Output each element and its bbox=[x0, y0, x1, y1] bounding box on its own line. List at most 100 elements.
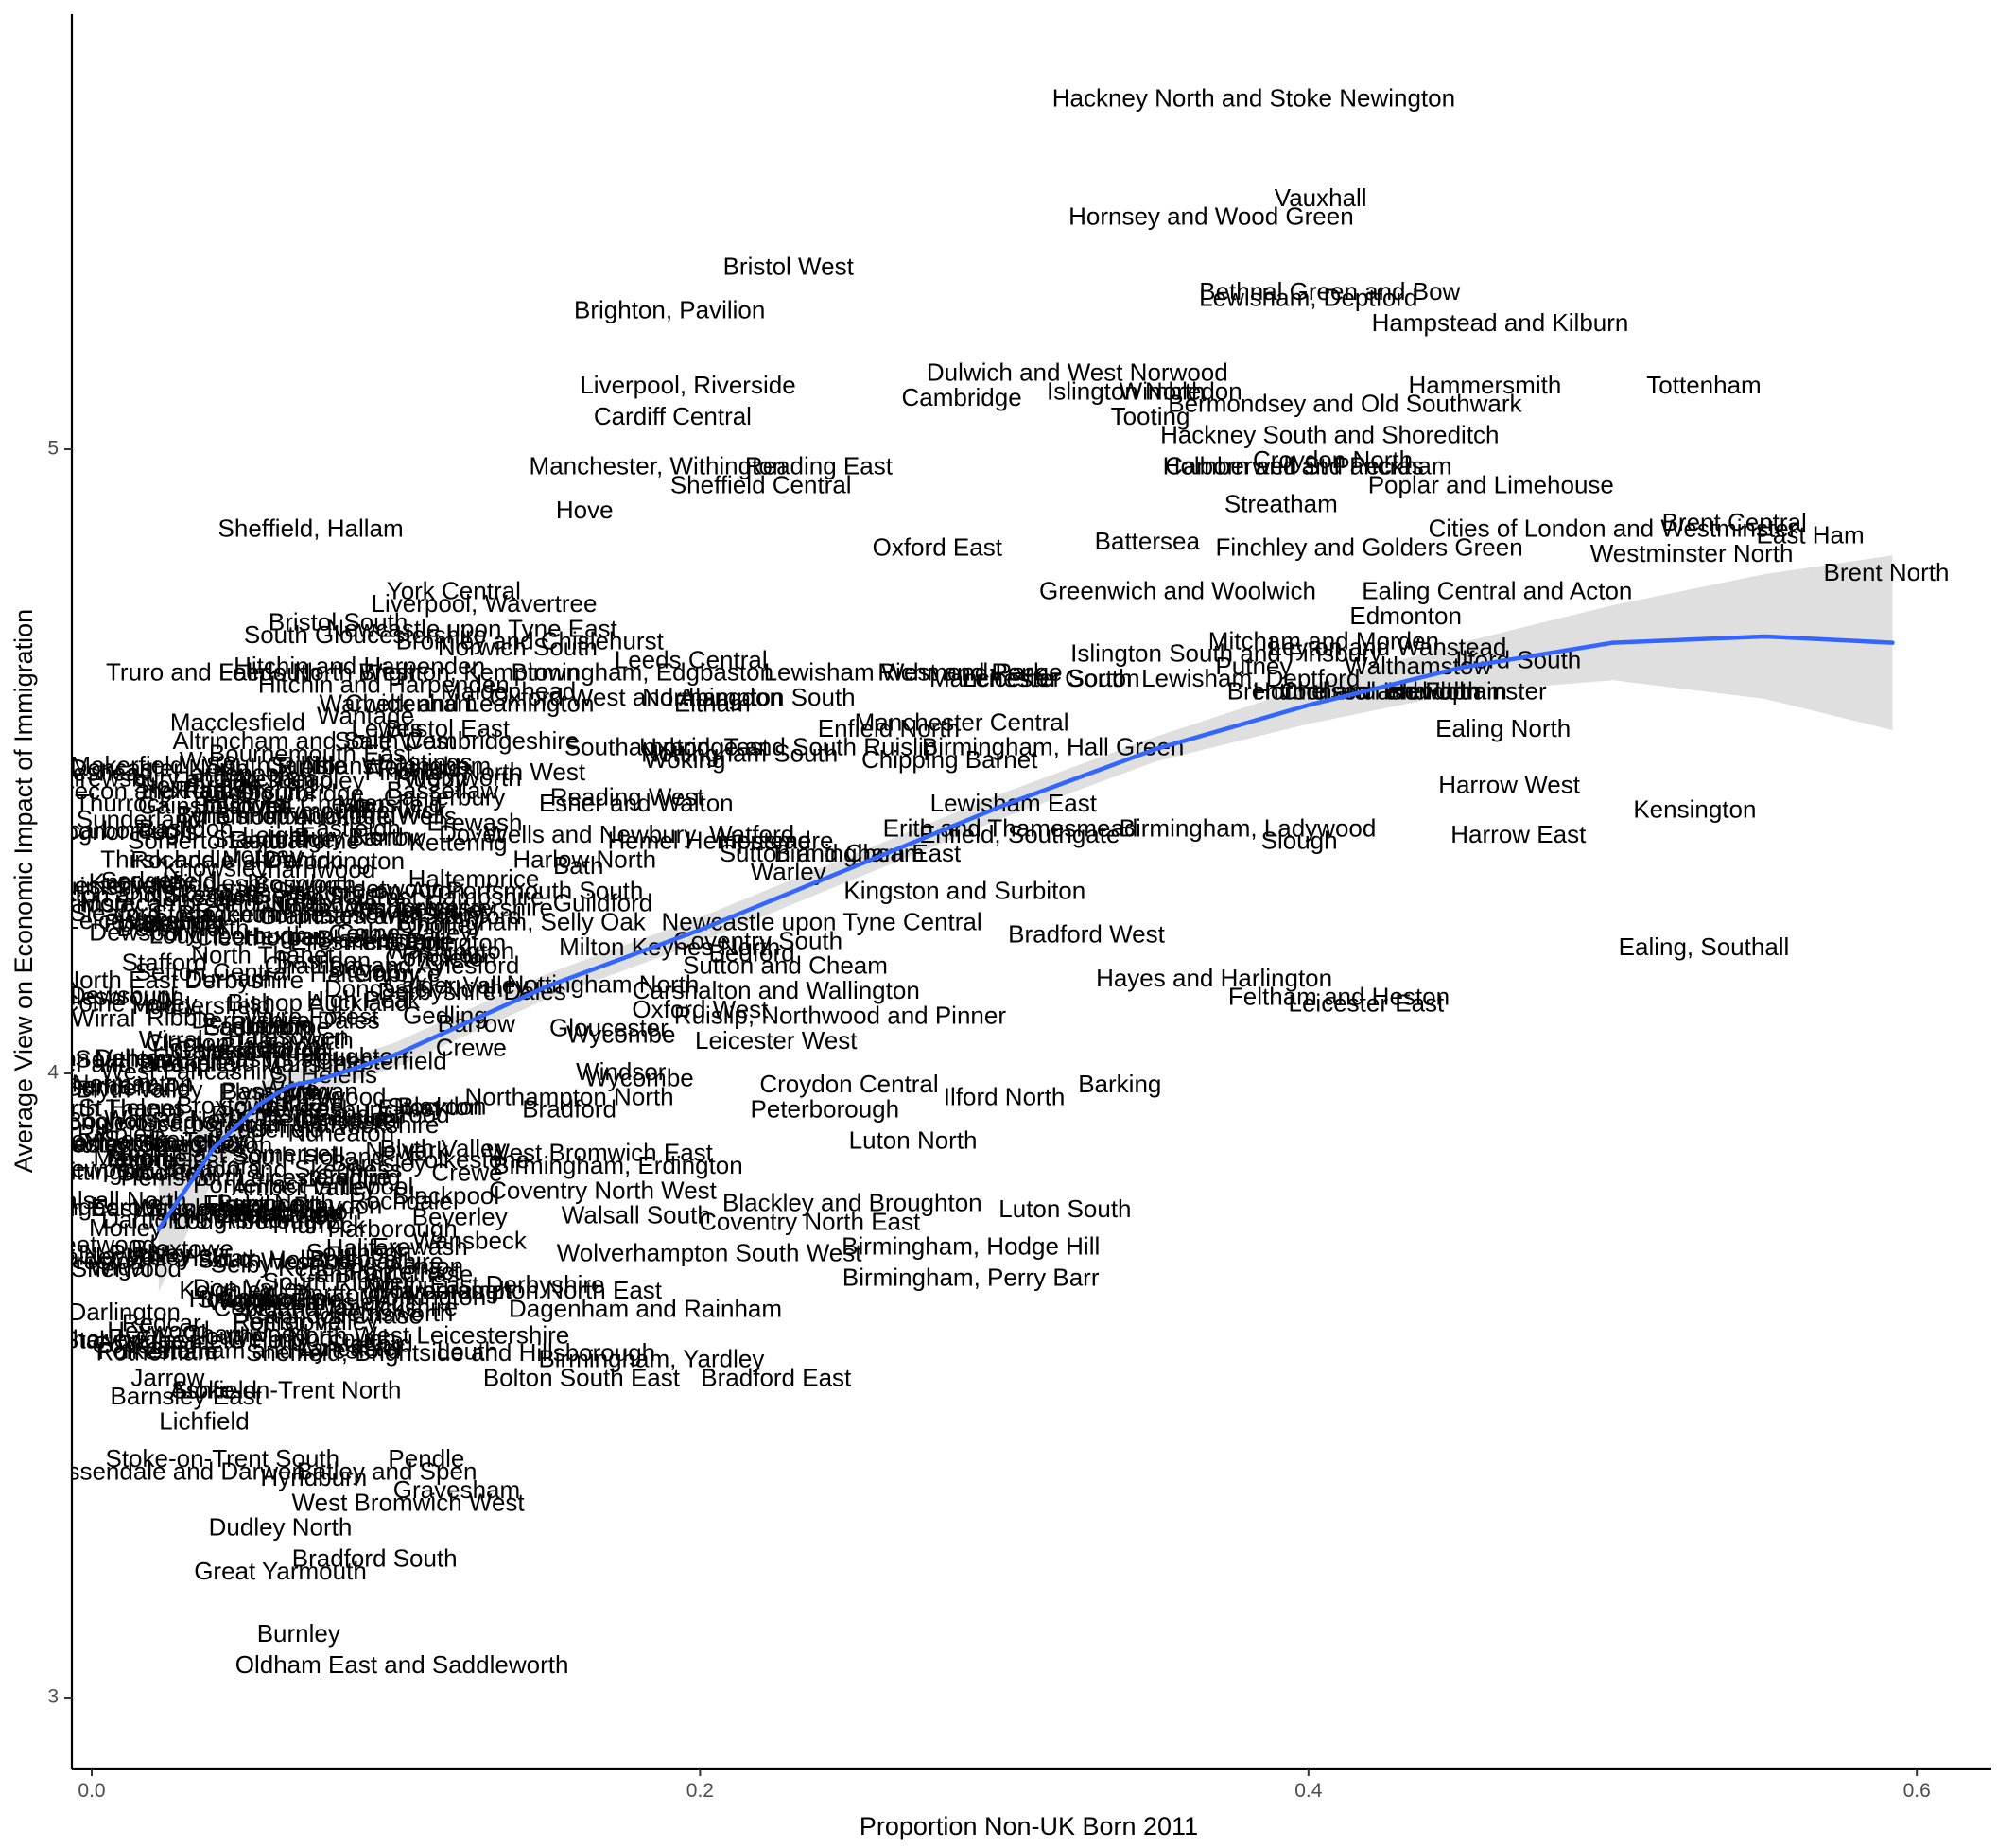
point-label: Wansbeck bbox=[412, 1226, 527, 1254]
point-label: Camberwell and Peckham bbox=[1165, 452, 1451, 480]
point-label: Kingston and Surbiton bbox=[843, 876, 1085, 904]
point-label: Stalybridge bbox=[62, 1326, 185, 1354]
point-label: Harrow East bbox=[1450, 820, 1587, 848]
point-label: Bristol East bbox=[386, 714, 511, 742]
point-label: Dewsbury bbox=[68, 981, 178, 1009]
point-label: Windsor bbox=[576, 1057, 667, 1086]
point-label: Derbyshire Dales bbox=[191, 1005, 379, 1034]
point-label: North Warwickshire bbox=[246, 1293, 458, 1321]
point-label: Telford bbox=[103, 1145, 177, 1174]
dense-cluster-labels: Derbyshire Dales North East Somerset Wyre … bbox=[33, 746, 604, 1367]
point-label: Harborough bbox=[383, 1276, 512, 1304]
point-label: Harrow West bbox=[1438, 770, 1581, 798]
point-label: Manchester Central bbox=[855, 707, 1069, 736]
point-label: South Cambridgeshire bbox=[335, 726, 580, 755]
point-label: Erewash bbox=[373, 1232, 468, 1261]
point-label: Harborough bbox=[327, 1214, 457, 1243]
point-label: Mansfield bbox=[338, 790, 443, 818]
point-label: Thirsk and Malton bbox=[100, 845, 296, 873]
point-label: Blyth Valley bbox=[380, 1134, 507, 1162]
point-label: Ashfield bbox=[169, 1375, 257, 1403]
point-label: Putney bbox=[1215, 652, 1292, 680]
point-label: Stoke-on-Trent North bbox=[171, 1375, 401, 1403]
point-label: Islington South and Finsbury bbox=[1070, 639, 1382, 668]
point-label: Blackburn bbox=[179, 899, 288, 928]
point-label: Chelsea and Fulham bbox=[1280, 676, 1507, 705]
point-label: Cannock Chase bbox=[248, 1300, 423, 1329]
point-label: Ilford North bbox=[944, 1082, 1066, 1110]
point-label: Chatham and Aylesford bbox=[146, 1336, 401, 1365]
point-label: Pendle bbox=[388, 1444, 464, 1473]
point-label: Derby South bbox=[253, 880, 391, 909]
point-label: Calder Valley bbox=[47, 1243, 192, 1271]
point-label: Mole Valley bbox=[212, 882, 337, 911]
point-label: Birmingham, Edgbaston bbox=[512, 657, 773, 686]
point-label: Hull bbox=[373, 1288, 416, 1316]
point-label: Bedford bbox=[709, 938, 795, 967]
point-label: Wokingham bbox=[361, 751, 491, 779]
point-label: Boston and Skegness bbox=[33, 880, 272, 908]
point-label: Gravesham bbox=[393, 1475, 520, 1504]
point-label: Chorley bbox=[398, 910, 483, 938]
point-label: Fleetwood bbox=[43, 1229, 156, 1258]
point-label: Croydon North bbox=[1253, 445, 1413, 474]
point-label: Leeds Central bbox=[615, 645, 768, 673]
point-label: Brecon and Radnorshire bbox=[50, 776, 317, 805]
smooth-trend-line bbox=[156, 634, 1895, 1232]
point-label: Charnwood bbox=[250, 855, 375, 883]
point-label: Wyre bbox=[180, 746, 236, 775]
point-label: Hayes and Harlington bbox=[1096, 964, 1332, 992]
point-label: Keighley bbox=[179, 1276, 273, 1304]
point-label: Sleaford bbox=[70, 898, 162, 927]
point-label: Bristol South bbox=[269, 608, 408, 636]
point-label: Brighton, Kemptown bbox=[358, 657, 580, 686]
point-label: Barnsley bbox=[331, 1148, 426, 1177]
point-label: Bournemouth East bbox=[209, 739, 413, 767]
point-label: Kettering bbox=[409, 828, 508, 856]
point-label: Uxbridge and South Ruislip bbox=[639, 733, 937, 761]
x-axis-title: Proportion Non-UK Born 2011 bbox=[860, 1812, 1198, 1840]
point-label: Cambridge bbox=[902, 383, 1022, 411]
point-label: Heywood bbox=[284, 1082, 386, 1110]
point-label: Eastleigh bbox=[300, 813, 401, 842]
y-tick-label: 4 bbox=[47, 1062, 59, 1084]
point-label: Southport bbox=[306, 1238, 414, 1266]
point-label: Sefton Central bbox=[135, 957, 292, 985]
point-label: Carlisle bbox=[302, 1103, 384, 1131]
point-label: Shipley bbox=[284, 766, 364, 794]
point-label: Carshalton and Wallington bbox=[633, 976, 920, 1004]
point-label: Tamworth bbox=[151, 875, 258, 903]
point-label: Clacton bbox=[189, 1130, 272, 1159]
point-label: Blyth Valley bbox=[77, 1074, 203, 1103]
point-label: Normanton bbox=[56, 1127, 178, 1156]
point-label: Cleethorpes bbox=[195, 922, 327, 950]
point-label: Guildford bbox=[553, 889, 653, 917]
point-label: Redcar bbox=[122, 1308, 201, 1336]
point-label: Hastings bbox=[376, 748, 472, 776]
point-label: Nuneaton bbox=[146, 883, 252, 912]
point-label: Southampton, Test bbox=[564, 733, 770, 761]
point-label: Easington bbox=[202, 1012, 312, 1040]
point-label: Knowsley bbox=[163, 854, 268, 882]
point-label: Birmingham, Ladywood bbox=[1120, 813, 1377, 842]
point-label: St Helens bbox=[78, 1093, 185, 1122]
point-label: Blackpool bbox=[220, 1032, 327, 1060]
point-label: Nottingham North bbox=[507, 969, 700, 998]
point-label: Wakefield bbox=[148, 1049, 255, 1077]
point-label: Hartlepool bbox=[302, 1172, 414, 1200]
point-label: Bolsover bbox=[193, 791, 288, 819]
point-label: Washington bbox=[386, 936, 514, 965]
point-label: West Lancashire bbox=[100, 1057, 283, 1086]
point-label: Selby bbox=[212, 777, 273, 806]
point-label: Lancaster bbox=[296, 1106, 405, 1134]
point-label: Harlow North bbox=[512, 845, 656, 873]
x-tick-label: 0.4 bbox=[1294, 1780, 1323, 1802]
point-label: Hexham bbox=[141, 776, 233, 804]
point-label: Ashton bbox=[387, 1252, 463, 1281]
point-label: Bermondsey and Old Southwark bbox=[1168, 390, 1522, 418]
point-label: West Lancashire bbox=[261, 1247, 443, 1275]
point-label: Beverley bbox=[412, 1202, 508, 1230]
point-label: Bradford bbox=[522, 1094, 616, 1123]
y-axis-title: Average View on Economic Impact of Immig… bbox=[9, 609, 38, 1173]
point-label: Wycombe bbox=[584, 1063, 693, 1091]
